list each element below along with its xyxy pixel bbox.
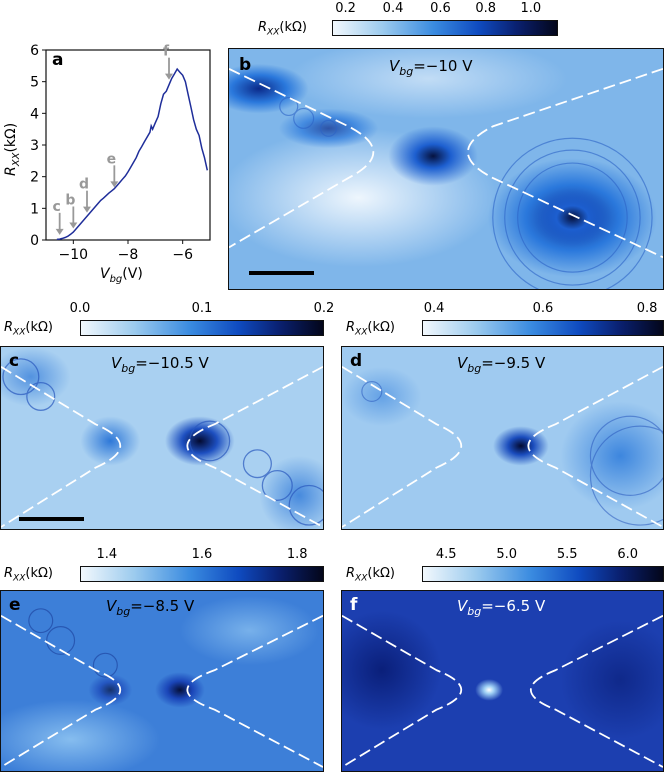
colorbar-b-tick: 0.2	[335, 1, 356, 16]
panel-c-title: Vbg=−10.5 V	[111, 354, 209, 375]
panel-a-xlabel: Vbg(V)	[100, 266, 143, 285]
panel-a-letter: a	[52, 50, 64, 70]
arrow-label-b: b	[65, 193, 75, 209]
colorbar-d-tick: 0.8	[636, 301, 658, 316]
arrow-head-f	[165, 73, 173, 80]
y-tick-label: 6	[30, 43, 39, 59]
colorbar-f-tick: 6.0	[617, 547, 639, 562]
arrow-label-d: d	[79, 177, 89, 193]
arrow-head-c	[55, 228, 64, 235]
panel-c-letter: c	[9, 351, 20, 371]
colorbar-b-tick: 0.4	[382, 1, 404, 16]
colorbar-b-label: RXX(kΩ)	[258, 20, 307, 38]
colorbar-f-tick: 4.5	[435, 547, 457, 562]
colorbar-f	[422, 566, 664, 582]
y-tick-label: 4	[30, 106, 39, 122]
y-tick-label: 3	[30, 138, 39, 154]
panel-b-title: Vbg=−10 V	[389, 57, 473, 78]
panel-d-title: Vbg=−9.5 V	[457, 354, 546, 375]
series-line	[56, 67, 209, 241]
colorbar-b	[332, 20, 558, 36]
x-tick-label: −8	[118, 247, 139, 263]
panel-f-letter: f	[350, 595, 358, 615]
colorbar-e-label: RXX(kΩ)	[4, 566, 53, 584]
panel-a: 0 1 2 3 4 5 6 −10 −8 −6 c b d e f a Vbg(V) RXX(kΩ)	[0, 0, 225, 292]
colorbar-e-tick: 1.8	[286, 547, 308, 562]
y-tick-label: 0	[30, 233, 39, 249]
panel-d-letter: d	[350, 351, 363, 371]
panel-a-ylabel: RXX(kΩ)	[3, 122, 22, 176]
panel-b-scalebar	[249, 271, 314, 275]
panel-f-image: f Vbg=−6.5 V	[341, 590, 664, 772]
x-tick-label: −6	[172, 247, 193, 263]
colorbar-b-tick: 1.0	[520, 1, 542, 16]
colorbar-f-label: RXX(kΩ)	[346, 566, 395, 584]
arrow-head-e	[110, 181, 119, 188]
y-tick-label: 1	[30, 201, 39, 217]
panel-b-image: b Vbg=−10 V	[228, 48, 664, 290]
arrow-label-c: c	[53, 199, 61, 215]
arrow-head-b	[69, 222, 78, 229]
colorbar-c-tick: 0.0	[69, 301, 91, 316]
arrow-head-d	[83, 206, 91, 213]
arrow-label-e: e	[107, 151, 117, 167]
colorbar-c	[80, 320, 324, 336]
colorbar-c-label: RXX(kΩ)	[4, 320, 53, 338]
panel-e-letter: e	[9, 595, 21, 615]
colorbar-b-tick: 0.8	[475, 1, 497, 16]
y-tick-label: 2	[30, 170, 39, 186]
panel-d-image: d Vbg=−9.5 V	[341, 346, 664, 530]
colorbar-f-tick: 5.0	[496, 547, 518, 562]
x-tick-label: −10	[59, 247, 89, 263]
colorbar-e	[80, 566, 324, 582]
arrow-label-f: f	[163, 44, 170, 60]
panel-a-frame	[45, 49, 211, 241]
colorbar-c-tick: 0.1	[191, 301, 213, 316]
colorbar-d-tick: 0.4	[423, 301, 445, 316]
y-tick-label: 5	[30, 75, 39, 91]
panel-c-image: c Vbg=−10.5 V	[0, 346, 324, 530]
panel-e-title: Vbg=−8.5 V	[106, 597, 195, 618]
colorbar-d-label: RXX(kΩ)	[346, 320, 395, 338]
colorbar-b-tick: 0.6	[430, 1, 451, 16]
panel-c-scalebar	[19, 517, 84, 521]
colorbar-d-tick: 0.6	[532, 301, 554, 316]
colorbar-d	[422, 320, 664, 336]
colorbar-f-tick: 5.5	[556, 547, 578, 562]
colorbar-e-tick: 1.6	[191, 547, 213, 562]
panel-e-image: e Vbg=−8.5 V	[0, 590, 324, 772]
panel-b-letter: b	[239, 55, 252, 75]
colorbar-e-tick: 1.4	[96, 547, 118, 562]
colorbar-c-tick: 0.2	[313, 301, 335, 316]
panel-f-title: Vbg=−6.5 V	[457, 597, 546, 618]
panel-a-chart: 0 1 2 3 4 5 6 −10 −8 −6 c bd e f	[30, 43, 211, 263]
